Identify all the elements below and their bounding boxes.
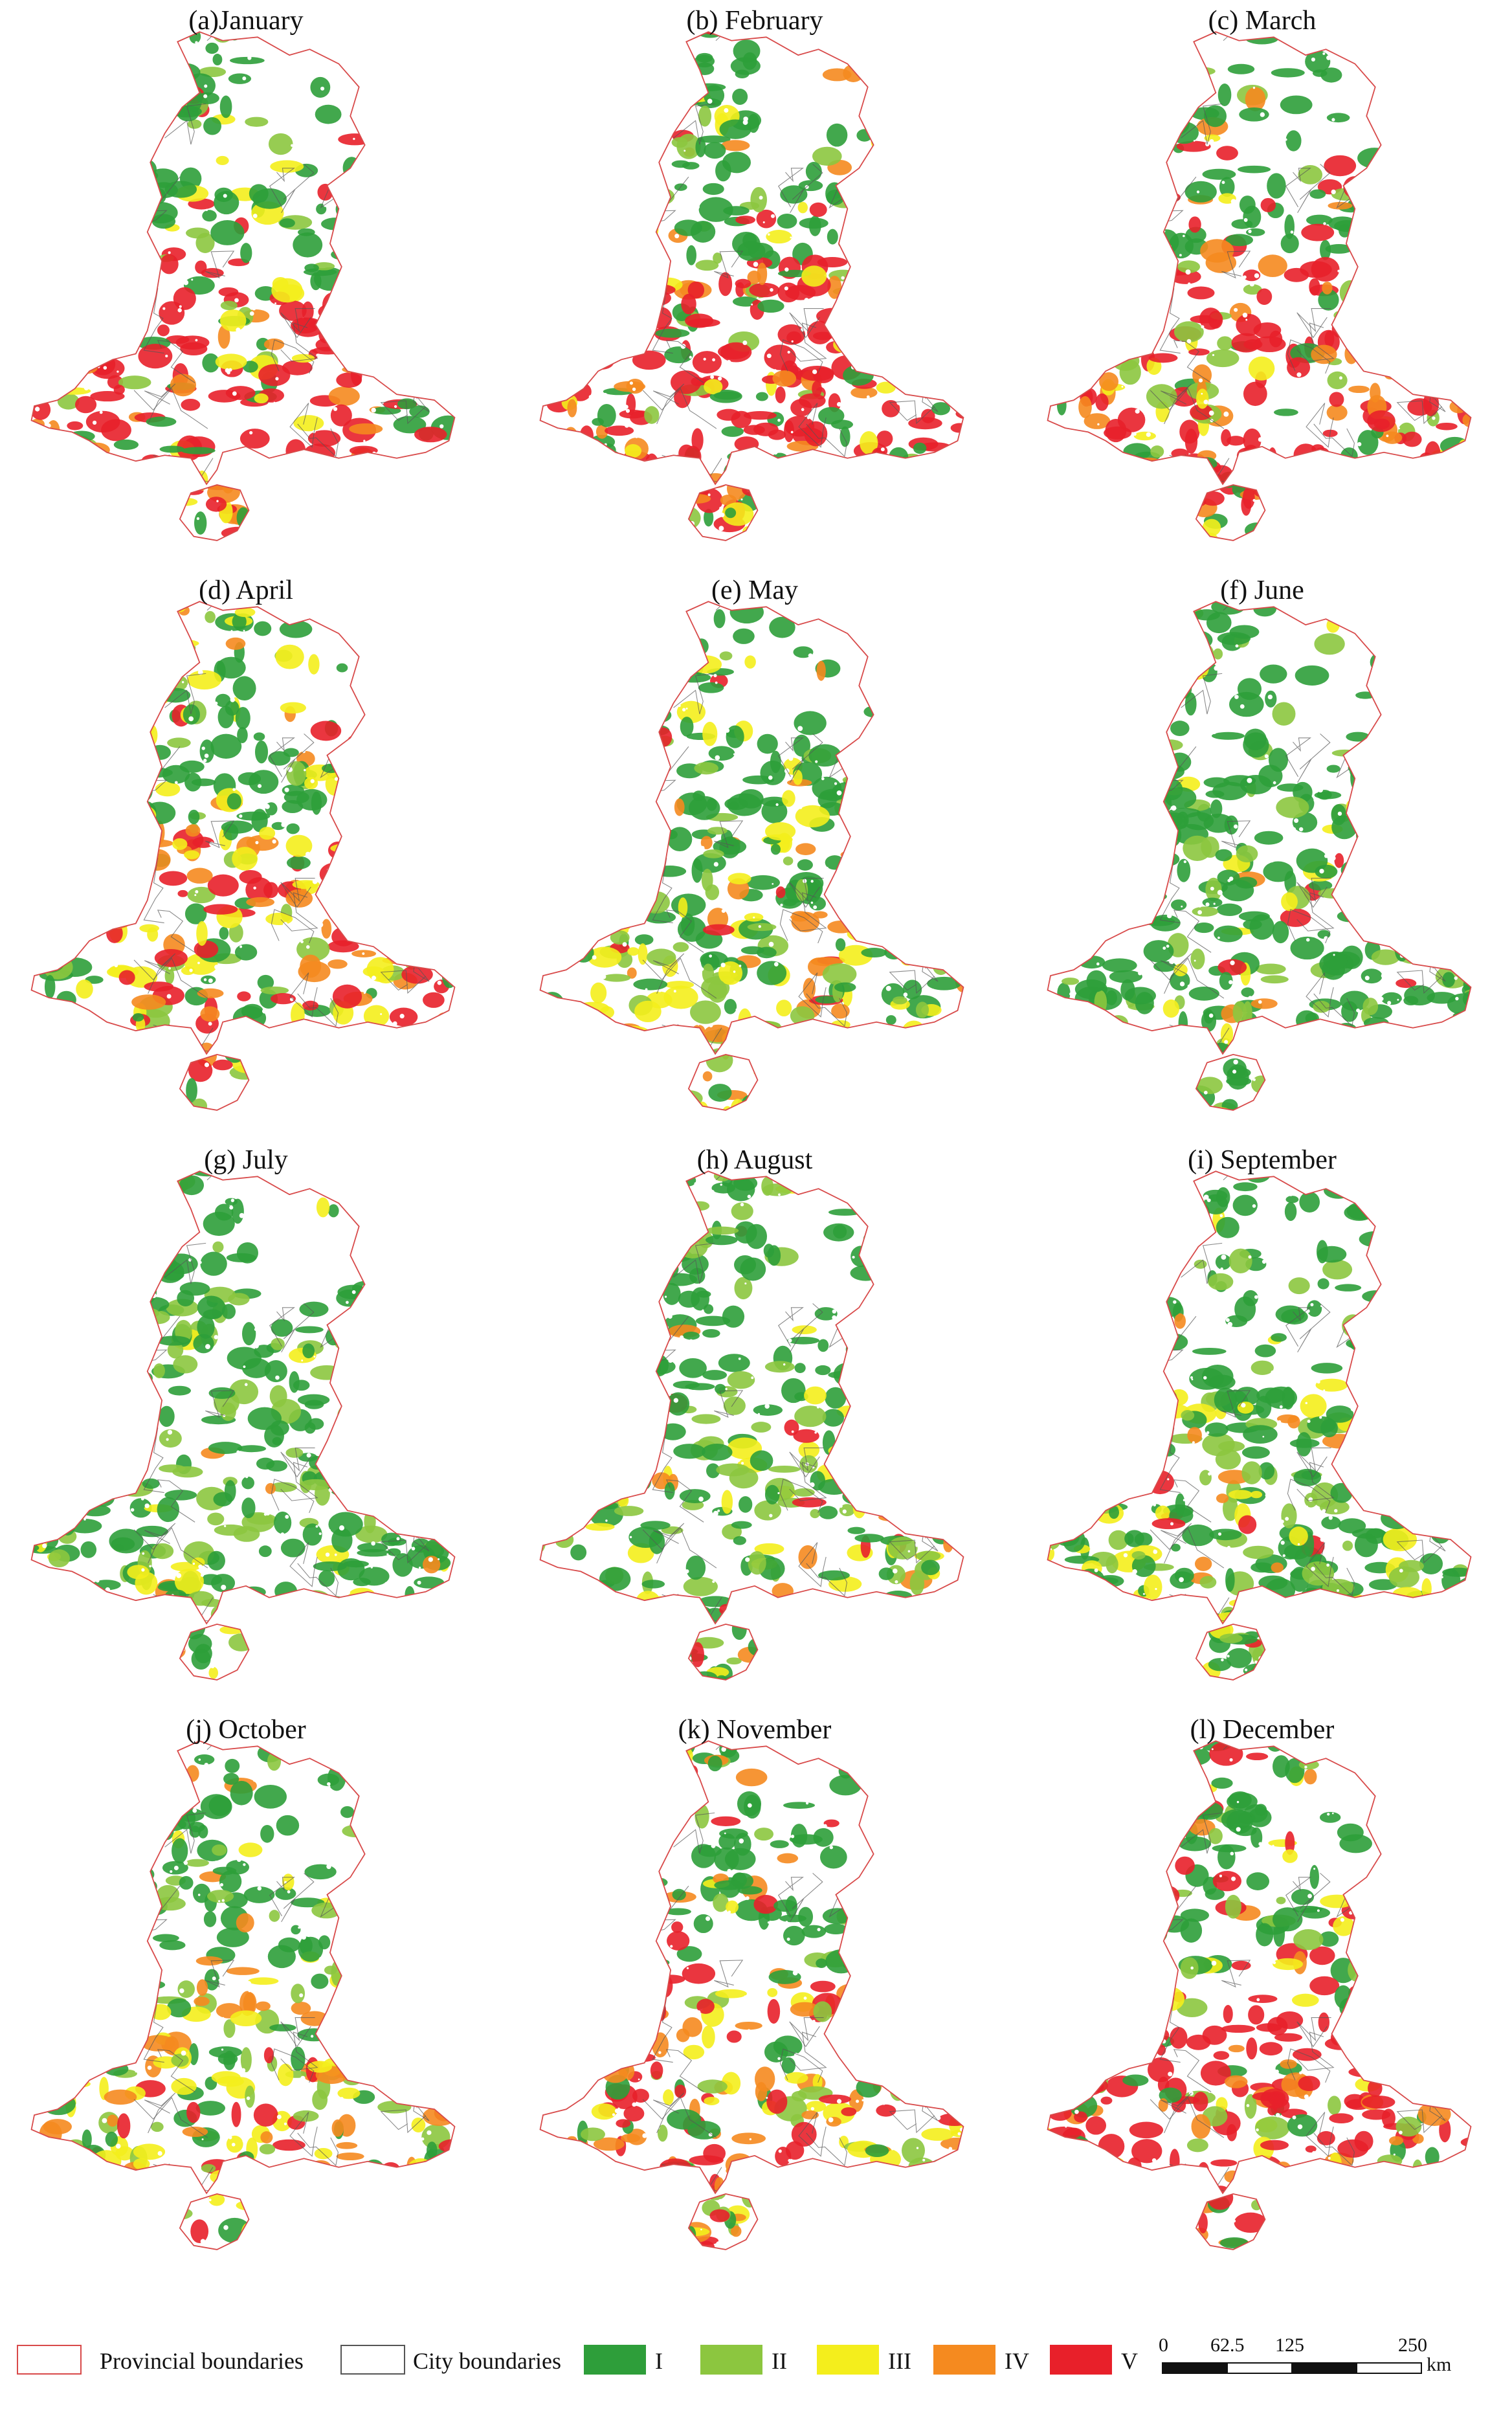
scale-tick-125: 125 xyxy=(1275,2334,1304,2356)
legend-class-label: I xyxy=(655,2348,663,2374)
provincial-boundary xyxy=(687,2193,759,2250)
legend-class-label: V xyxy=(1121,2348,1138,2374)
provincial-boundary xyxy=(539,31,964,486)
panel-title: (c) March xyxy=(1208,6,1317,36)
risk-class-fill xyxy=(31,601,455,1110)
map-graphic xyxy=(1047,1740,1472,2250)
provincial-boundary xyxy=(539,1170,964,1625)
provincial-boundary xyxy=(687,484,759,541)
scale-bar: 0 62.5 125 250 km xyxy=(1159,2334,1469,2386)
map-panel: (f) June xyxy=(1016,570,1508,1126)
provincial-boundary xyxy=(1195,2193,1266,2250)
provincial-boundary xyxy=(539,601,964,1055)
map-panel: (j) October xyxy=(0,1709,492,2266)
provincial-boundary xyxy=(1047,31,1472,486)
legend-class-swatch xyxy=(700,2345,762,2375)
panel-title: (i) September xyxy=(1188,1145,1337,1175)
scale-bar-graphic xyxy=(1162,2362,1422,2374)
provincial-boundary xyxy=(179,484,250,541)
map-panel: (a)January xyxy=(0,0,492,557)
provincial-boundary xyxy=(179,1053,250,1111)
panel-title: (g) July xyxy=(204,1145,288,1175)
panel-title: (j) October xyxy=(186,1715,306,1745)
map-panel: (g) July xyxy=(0,1139,492,1696)
provincial-boundary xyxy=(1195,484,1266,541)
provincial-boundary xyxy=(30,601,456,1055)
legend-provincial-label: Provincial boundaries xyxy=(100,2348,304,2374)
risk-class-fill xyxy=(1047,1741,1471,2250)
provincial-boundary xyxy=(1047,1740,1472,2195)
scale-tick-250: 250 xyxy=(1398,2334,1427,2356)
map-graphic xyxy=(30,31,456,541)
map-panel: (i) September xyxy=(1016,1139,1508,1696)
map-graphic xyxy=(30,1170,456,1681)
legend-city-label: City boundaries xyxy=(413,2348,561,2374)
panel-title: (f) June xyxy=(1220,576,1304,605)
map-panel: (b) February xyxy=(509,0,1001,557)
map-graphic xyxy=(1047,1170,1472,1681)
map-graphic xyxy=(539,1170,964,1681)
panel-title: (l) December xyxy=(1190,1715,1335,1745)
legend-city-swatch xyxy=(340,2345,405,2375)
scale-tick-62-5: 62.5 xyxy=(1210,2334,1245,2356)
map-panel: (d) April xyxy=(0,570,492,1126)
map-graphic xyxy=(539,601,964,1111)
map-panel: (k) November xyxy=(509,1709,1001,2266)
map-graphic xyxy=(539,31,964,541)
map-graphic xyxy=(30,1740,456,2250)
panel-title: (e) May xyxy=(711,576,799,605)
map-panel: (h) August xyxy=(509,1139,1001,1696)
provincial-boundary xyxy=(30,1170,456,1625)
provincial-boundary xyxy=(30,1740,456,2195)
map-panel: (l) December xyxy=(1016,1709,1508,2266)
provincial-boundary xyxy=(179,1623,250,1681)
map-panel: (e) May xyxy=(509,570,1001,1126)
panel-title: (a)January xyxy=(188,6,304,36)
legend-class-label: III xyxy=(888,2348,911,2374)
map-graphic xyxy=(1047,601,1472,1111)
map-panel: (c) March xyxy=(1016,0,1508,557)
scale-tick-0: 0 xyxy=(1159,2334,1168,2356)
panel-title: (h) August xyxy=(696,1145,813,1175)
legend-class-swatch xyxy=(1050,2345,1112,2375)
legend-class-swatch xyxy=(933,2345,995,2375)
provincial-boundary xyxy=(687,1623,759,1681)
provincial-boundary xyxy=(1047,601,1472,1055)
provincial-boundary xyxy=(30,31,456,486)
provincial-boundary xyxy=(687,1053,759,1111)
panel-title: (b) February xyxy=(686,6,823,36)
provincial-boundary xyxy=(1195,1053,1266,1111)
legend-class-swatch xyxy=(584,2345,646,2375)
panel-title: (d) April xyxy=(199,576,293,605)
provincial-boundary xyxy=(179,2193,250,2250)
panel-title: (k) November xyxy=(678,1715,832,1745)
legend-class-label: II xyxy=(772,2348,787,2374)
scale-unit: km xyxy=(1427,2354,1452,2375)
risk-class-fill xyxy=(1047,32,1471,541)
map-graphic xyxy=(1047,31,1472,541)
legend-provincial-swatch xyxy=(17,2345,82,2375)
provincial-boundary xyxy=(539,1740,964,2195)
provincial-boundary xyxy=(1195,1623,1266,1681)
legend-class-swatch xyxy=(817,2345,879,2375)
map-graphic xyxy=(30,601,456,1111)
legend-class-label: IV xyxy=(1005,2348,1029,2374)
risk-class-fill xyxy=(540,1171,964,1680)
provincial-boundary xyxy=(1047,1170,1472,1625)
map-graphic xyxy=(539,1740,964,2250)
